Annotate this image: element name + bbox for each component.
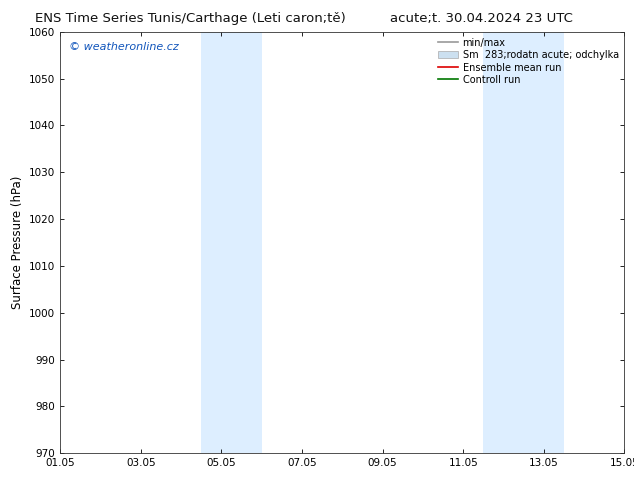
Legend: min/max, Sm  283;rodatn acute; odchylka, Ensemble mean run, Controll run: min/max, Sm 283;rodatn acute; odchylka, …	[436, 35, 621, 88]
Text: © weatheronline.cz: © weatheronline.cz	[68, 43, 178, 52]
Y-axis label: Surface Pressure (hPa): Surface Pressure (hPa)	[11, 176, 23, 309]
Bar	[202, 32, 262, 453]
Text: ENS Time Series Tunis/Carthage (Leti caron;tě): ENS Time Series Tunis/Carthage (Leti car…	[35, 12, 346, 25]
Bar	[483, 32, 564, 453]
Text: acute;t. 30.04.2024 23 UTC: acute;t. 30.04.2024 23 UTC	[391, 12, 573, 25]
